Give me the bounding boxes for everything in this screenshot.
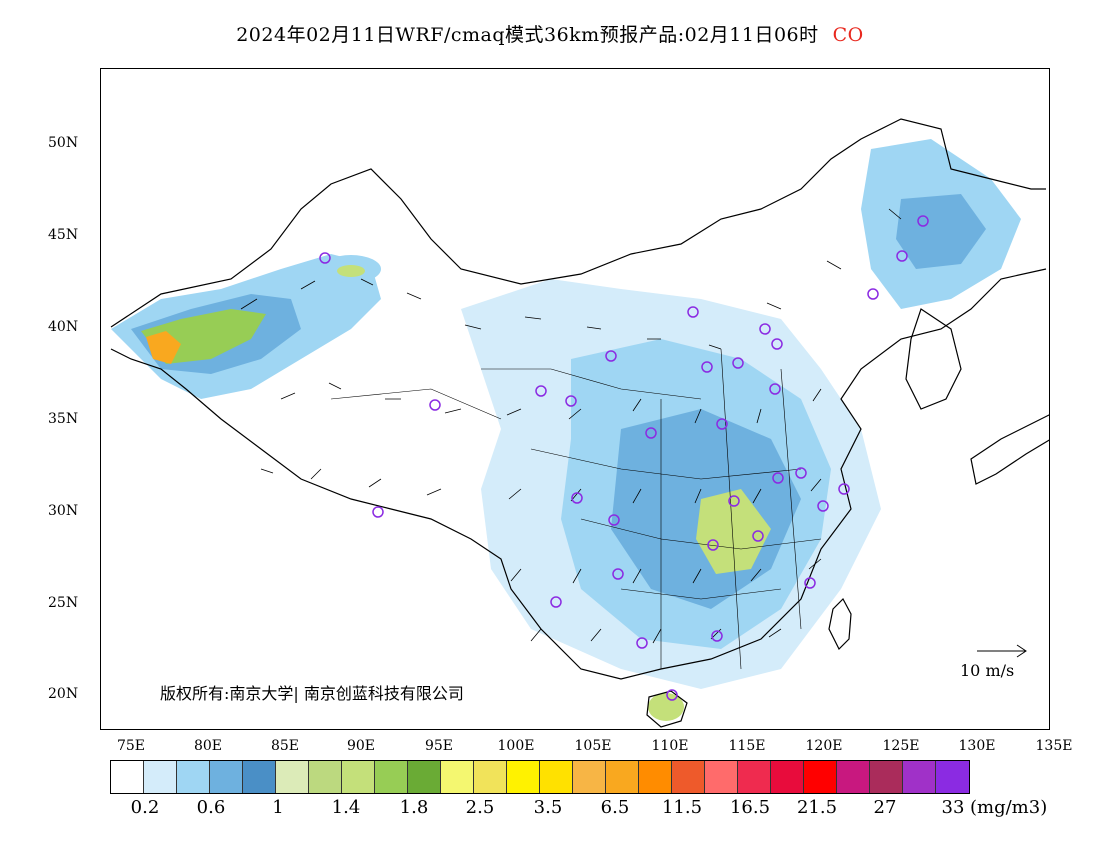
legend-swatch-4 [243, 761, 276, 793]
legend-swatch-19 [738, 761, 771, 793]
legend-swatch-17 [672, 761, 705, 793]
lat-tick-35n: 35N [48, 411, 79, 427]
lon-tick-100e: 100E [497, 738, 535, 754]
hainan-outline [646, 690, 688, 728]
lat-tick-30n: 30N [48, 503, 79, 519]
lat-tick-40n: 40N [48, 319, 79, 335]
lon-tick-75e: 75E [116, 738, 146, 754]
legend-unit: (mg/m3) [970, 797, 1048, 818]
legend-swatch-21 [804, 761, 837, 793]
legend-label: 1 [272, 797, 284, 818]
country-border [110, 118, 1047, 680]
legend-label: 11.5 [661, 797, 703, 818]
lon-tick-125e: 125E [882, 738, 920, 754]
conc-region-north-xj-high [337, 265, 365, 277]
title-text: 2024年02月11日WRF/cmaq模式36km预报产品:02月11日06时 [236, 24, 819, 46]
concentration-map [110, 118, 1049, 728]
legend-swatch-8 [375, 761, 408, 793]
legend-label: 1.8 [399, 797, 429, 818]
legend-swatch-23 [870, 761, 903, 793]
wind-reference-label: 10 m/s [960, 661, 1015, 680]
legend-label: 1.4 [331, 797, 361, 818]
legend-label: 0.2 [130, 797, 160, 818]
lon-tick-135e: 135E [1035, 738, 1073, 754]
lon-tick-105e: 105E [574, 738, 612, 754]
internal-borders [330, 348, 822, 670]
legend-swatch-3 [210, 761, 243, 793]
legend-swatch-20 [771, 761, 804, 793]
legend-swatch-16 [639, 761, 672, 793]
legend-swatch-24 [903, 761, 936, 793]
legend-swatch-14 [573, 761, 606, 793]
lat-tick-25n: 25N [48, 595, 79, 611]
conc-region-central-peak [696, 489, 771, 574]
korea-outline [905, 308, 962, 410]
wind-vectors [240, 208, 902, 644]
map-title: 2024年02月11日WRF/cmaq模式36km预报产品:02月11日06时 C… [0, 20, 1100, 47]
lon-tick-85e: 85E [270, 738, 300, 754]
legend-swatch-22 [837, 761, 870, 793]
legend-swatch-6 [309, 761, 342, 793]
legend-swatch-0 [111, 761, 144, 793]
lon-tick-120e: 120E [805, 738, 843, 754]
lon-tick-130e: 130E [958, 738, 996, 754]
lat-tick-20n: 20N [48, 686, 79, 702]
legend-swatch-9 [408, 761, 441, 793]
lat-tick-45n: 45N [48, 227, 79, 243]
legend-swatch-10 [441, 761, 474, 793]
lon-tick-90e: 90E [346, 738, 376, 754]
legend-swatch-25 [936, 761, 969, 793]
japan-outline [970, 414, 1049, 485]
legend-label: 3.5 [533, 797, 563, 818]
legend-swatch-5 [276, 761, 309, 793]
legend-swatch-13 [540, 761, 573, 793]
conc-region-hainan [648, 693, 684, 721]
copyright-text: 版权所有:南京大学| 南京创蓝科技有限公司 [160, 684, 464, 703]
legend-swatch-7 [342, 761, 375, 793]
conc-region-west-peak [146, 331, 181, 364]
species-label: CO [832, 24, 864, 46]
wind-reference-arrow [977, 644, 1027, 658]
legend-label: 2.5 [465, 797, 495, 818]
legend-label: 33 [941, 797, 965, 818]
color-legend-bar [110, 760, 970, 794]
legend-label: 0.6 [196, 797, 226, 818]
legend-swatch-12 [507, 761, 540, 793]
lon-tick-110e: 110E [651, 738, 689, 754]
lon-tick-80e: 80E [193, 738, 223, 754]
legend-swatch-15 [606, 761, 639, 793]
legend-label: 6.5 [600, 797, 630, 818]
legend-label: 27 [873, 797, 897, 818]
city-markers [319, 215, 929, 701]
lon-tick-115e: 115E [728, 738, 766, 754]
legend-swatch-11 [474, 761, 507, 793]
legend-swatch-1 [144, 761, 177, 793]
conc-region-northeast-high [896, 194, 986, 269]
legend-swatch-2 [177, 761, 210, 793]
map-panel [100, 68, 1050, 730]
legend-label: 21.5 [796, 797, 838, 818]
legend-swatch-18 [705, 761, 738, 793]
lat-tick-50n: 50N [48, 135, 79, 151]
legend-label: 16.5 [729, 797, 771, 818]
taiwan-outline [828, 598, 852, 651]
lon-tick-95e: 95E [424, 738, 454, 754]
